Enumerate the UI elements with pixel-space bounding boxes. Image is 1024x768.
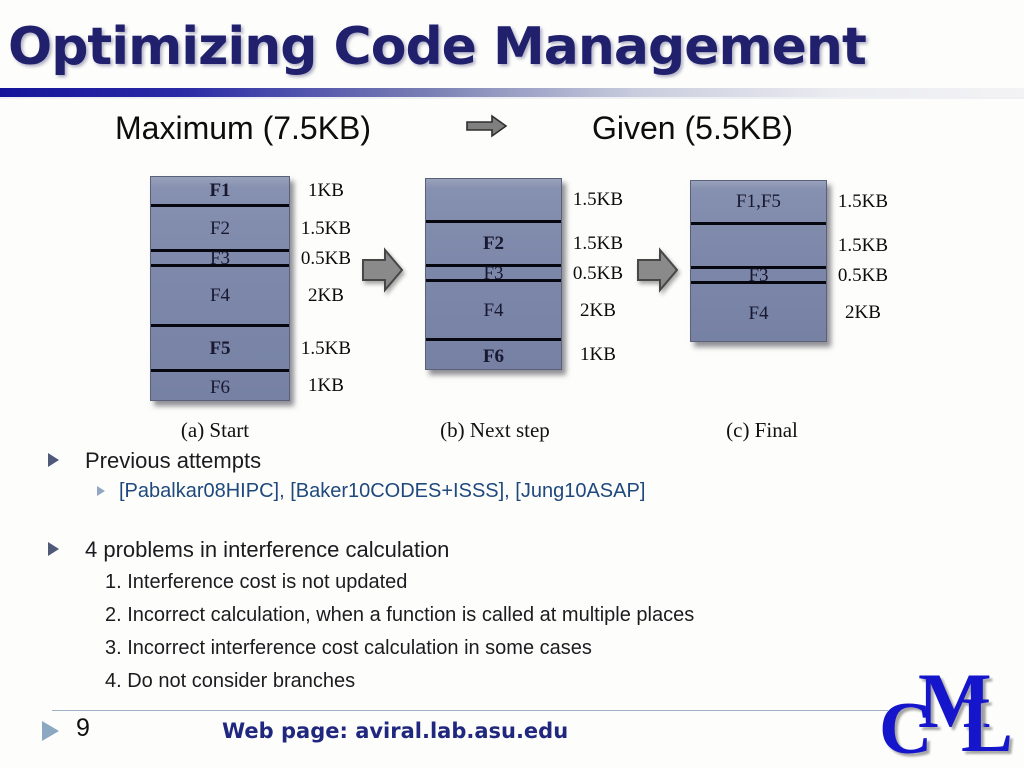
- constraint-maximum: Maximum (7.5KB): [115, 110, 372, 146]
- bullet-citations: [Pabalkar08HIPC], [Baker10CODES+ISSS], […: [119, 480, 646, 502]
- caption-next-step: (b) Next step: [440, 418, 550, 442]
- block-size-label: 0.5KB: [300, 247, 352, 269]
- page-number: 9: [76, 714, 90, 742]
- memory-block-empty: [691, 225, 826, 269]
- numbered-item-2: 2. Incorrect calculation, when a functio…: [105, 604, 695, 626]
- block-size-label: 1.5KB: [837, 235, 889, 256]
- bullet-triangle-icon: [48, 542, 59, 556]
- bullet-previous-attempts: Previous attempts: [85, 448, 262, 473]
- caption-final: (c) Final: [726, 418, 798, 442]
- constraint-given: Given (5.5KB): [592, 110, 793, 146]
- numbered-item-3: 3. Incorrect interference cost calculati…: [105, 637, 592, 659]
- memory-block-f5: F5: [151, 327, 289, 372]
- memory-box: F1 F2 F3 F4 F5 F6: [150, 176, 290, 401]
- footer-divider: [52, 710, 888, 711]
- block-size-label: 1KB: [308, 180, 344, 201]
- numbered-item-4: 4. Do not consider branches: [105, 670, 356, 692]
- bullet-triangle-icon: [48, 453, 59, 467]
- block-size-label: 1KB: [580, 344, 616, 365]
- memory-block-f6: F6: [209, 376, 231, 398]
- title-divider: [0, 88, 1024, 99]
- memory-block-f4: F4: [151, 267, 289, 327]
- memory-box: F1,F5 F3 F4: [690, 180, 827, 342]
- block-size-label: 1.5KB: [572, 189, 624, 210]
- logo-letter-l: L: [961, 681, 1014, 768]
- block-size-label: 2KB: [845, 301, 881, 323]
- block-size-label: 1.5KB: [572, 233, 624, 254]
- memory-block-f4: F4: [748, 303, 769, 324]
- block-size-label: 2KB: [308, 285, 344, 306]
- memory-box: F2 F3 F4 F6: [425, 178, 562, 370]
- block-size-label: 1.5KB: [300, 337, 352, 359]
- right-arrow-icon-1: [362, 247, 404, 293]
- memory-block-f3: F3: [691, 266, 826, 285]
- caption-start: (a) Start: [180, 418, 250, 442]
- block-size-label: 1.5KB: [837, 191, 889, 212]
- footer-triangle-icon: [42, 721, 59, 741]
- memory-block-f1: F1: [151, 177, 289, 207]
- memory-block-f6: F6: [482, 345, 505, 367]
- block-size-label: 1.5KB: [300, 217, 352, 239]
- slide-title: Optimizing Code Management: [8, 17, 867, 77]
- right-arrow-icon-small: [466, 114, 508, 138]
- memory-block-f2: F2: [151, 207, 289, 252]
- bullet-four-problems: 4 problems in interference calculation: [85, 537, 450, 562]
- block-size-label: 1KB: [308, 375, 344, 396]
- numbered-item-1: 1. Interference cost is not updated: [105, 571, 408, 593]
- sub-bullet-triangle-icon: [97, 486, 105, 496]
- memory-block-f1-f5: F1,F5: [691, 181, 826, 225]
- logo-letter-c: C: [879, 688, 933, 768]
- block-size-label: 2KB: [580, 299, 616, 321]
- footer-web-page: Web page: aviral.lab.asu.edu: [222, 719, 569, 743]
- memory-block-f4: F4: [426, 282, 561, 341]
- memory-block-f2: F2: [426, 223, 561, 267]
- memory-block-empty: [426, 179, 561, 223]
- block-size-label: 0.5KB: [837, 264, 889, 286]
- right-arrow-icon-2: [637, 247, 679, 293]
- memory-block-f3: F3: [426, 264, 561, 283]
- logo-letter-m: M: [918, 657, 992, 744]
- block-size-label: 0.5KB: [572, 262, 624, 284]
- memory-block-f3: F3: [151, 249, 289, 268]
